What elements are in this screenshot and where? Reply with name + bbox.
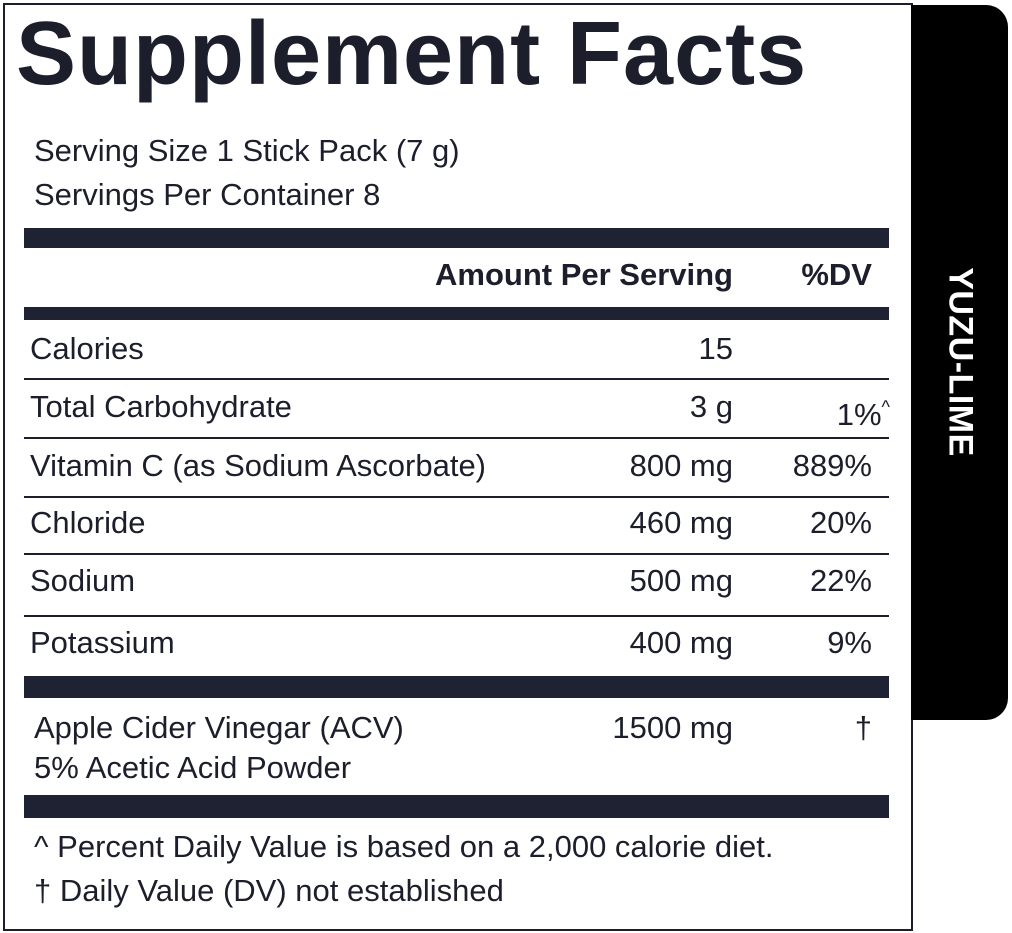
flavor-tab (911, 5, 1008, 720)
title: Supplement Facts (16, 4, 808, 104)
flavor: YUZU-LIME (941, 267, 980, 457)
ingredient-name: 5% Acetic Acid Powder (34, 750, 352, 785)
nutrient-name: Potassium (30, 625, 175, 660)
footnote: ^ Percent Daily Value is based on a 2,00… (34, 829, 774, 864)
serving-size: Serving Size 1 Stick Pack (7 g) (34, 133, 460, 168)
label-panel (3, 3, 913, 931)
nutrient-dv: 9% (827, 625, 872, 661)
thick-bar (24, 307, 889, 320)
dv-value: 1% (836, 397, 882, 432)
nutrient-amount: 500 mg (629, 563, 733, 598)
amount-header: Amount Per Serving (435, 257, 733, 292)
thick-bar (24, 795, 889, 818)
nutrient-dv: 22% (810, 563, 872, 599)
row-rule (24, 437, 889, 439)
nutrient-name: Total Carbohydrate (30, 389, 292, 424)
servings-per-container: Servings Per Container 8 (34, 177, 381, 212)
nutrient-name: Chloride (30, 505, 146, 540)
nutrient-dv: 889% (793, 448, 872, 484)
thick-bar (24, 228, 889, 248)
ingredient-amount: 1500 mg (612, 710, 733, 745)
row-rule (24, 378, 889, 380)
nutrient-name: Sodium (30, 563, 136, 598)
nutrient-name: Calories (30, 331, 144, 366)
row-rule (24, 553, 889, 555)
dv-value: 9% (827, 625, 872, 660)
nutrient-dv: 20% (810, 505, 872, 541)
dv-value: 20% (809, 505, 872, 540)
nutrient-amount: 460 mg (629, 505, 733, 540)
nutrient-amount: 800 mg (629, 448, 733, 483)
row-rule (24, 496, 889, 498)
ingredient-name: Apple Cider Vinegar (ACV) (34, 710, 404, 745)
ingredient-dv: † (854, 710, 872, 745)
nutrient-name: Vitamin C (as Sodium Ascorbate) (30, 448, 487, 483)
nutrient-amount: 15 (698, 331, 733, 366)
dv-mark: ^ (881, 397, 890, 417)
nutrient-amount: 3 g (689, 389, 733, 424)
dv-header: %DV (801, 257, 872, 292)
row-rule (24, 615, 889, 617)
thick-bar (24, 676, 889, 698)
dv-value: 22% (809, 563, 872, 598)
footnote: † Daily Value (DV) not established (34, 873, 504, 908)
nutrient-dv: 1%^ (837, 389, 890, 433)
dv-value: 889% (792, 448, 872, 483)
nutrient-amount: 400 mg (629, 625, 733, 660)
